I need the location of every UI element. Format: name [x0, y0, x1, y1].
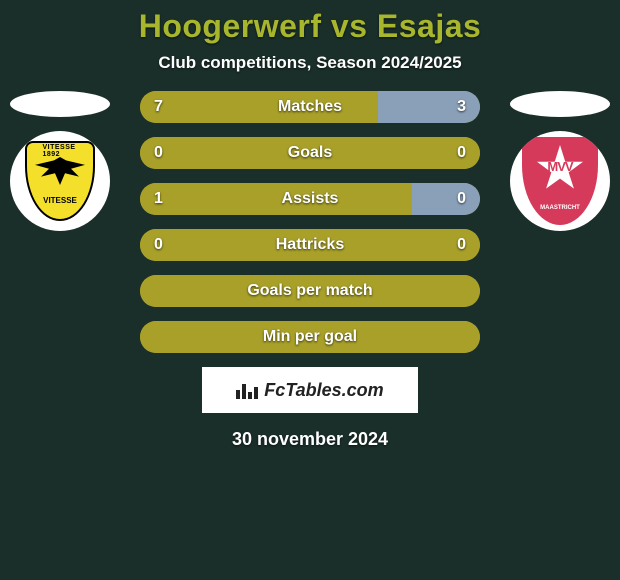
- comparison-container: Hoogerwerf vs Esajas Club competitions, …: [0, 0, 620, 580]
- player2-name: Esajas: [377, 8, 481, 44]
- stat-label: Matches: [278, 98, 342, 116]
- date-line: 30 november 2024: [0, 429, 620, 450]
- stat-value-left: 1: [154, 190, 163, 208]
- watermark: FcTables.com: [202, 367, 418, 413]
- stat-fill-left: [140, 183, 412, 215]
- stat-row: Goals per match: [140, 275, 480, 307]
- stat-label: Goals: [288, 144, 332, 162]
- stat-row: 0 0 Goals: [140, 137, 480, 169]
- stat-row: 0 0 Hattricks: [140, 229, 480, 261]
- right-pill: [510, 91, 610, 117]
- stat-value-left: 0: [154, 236, 163, 254]
- team-left-badge: VITESSE 1892 VITESSE: [10, 131, 110, 231]
- subtitle: Club competitions, Season 2024/2025: [0, 53, 620, 73]
- stat-label: Assists: [282, 190, 339, 208]
- left-pill: [10, 91, 110, 117]
- bars-icon: [236, 381, 258, 399]
- stat-value-right: 0: [457, 144, 466, 162]
- vitesse-name: VITESSE: [43, 196, 77, 205]
- team-right-badge: MVV MAASTRICHT: [510, 131, 610, 231]
- stat-label: Hattricks: [276, 236, 344, 254]
- stat-value-right: 0: [457, 236, 466, 254]
- stat-row: 7 3 Matches: [140, 91, 480, 123]
- stat-row: 1 0 Assists: [140, 183, 480, 215]
- page-title: Hoogerwerf vs Esajas: [0, 8, 620, 45]
- vitesse-logo: VITESSE 1892 VITESSE: [25, 141, 95, 221]
- mvv-sub: MAASTRICHT: [540, 205, 580, 211]
- stat-value-right: 0: [457, 190, 466, 208]
- mvv-logo: MVV MAASTRICHT: [522, 137, 598, 225]
- stat-label: Min per goal: [263, 328, 357, 346]
- main-area: VITESSE 1892 VITESSE MVV MAASTRICHT 7 3 Ma…: [0, 91, 620, 353]
- stat-fill-left: [140, 91, 378, 123]
- stat-value-left: 0: [154, 144, 163, 162]
- stat-value-right: 3: [457, 98, 466, 116]
- watermark-text: FcTables.com: [264, 380, 383, 401]
- stat-row: Min per goal: [140, 321, 480, 353]
- stat-value-left: 7: [154, 98, 163, 116]
- stat-bars: 7 3 Matches 0 0 Goals 1 0 Assists 0 0 Hattricks Goal…: [140, 91, 480, 353]
- mvv-name: MVV: [547, 159, 572, 174]
- team-right-wrap: MVV MAASTRICHT: [500, 91, 620, 231]
- vs-label: vs: [331, 8, 368, 44]
- stat-label: Goals per match: [247, 282, 372, 300]
- vitesse-top-text: VITESSE 1892: [43, 144, 78, 158]
- player1-name: Hoogerwerf: [139, 8, 322, 44]
- team-left-wrap: VITESSE 1892 VITESSE: [0, 91, 120, 231]
- stat-fill-right: [412, 183, 480, 215]
